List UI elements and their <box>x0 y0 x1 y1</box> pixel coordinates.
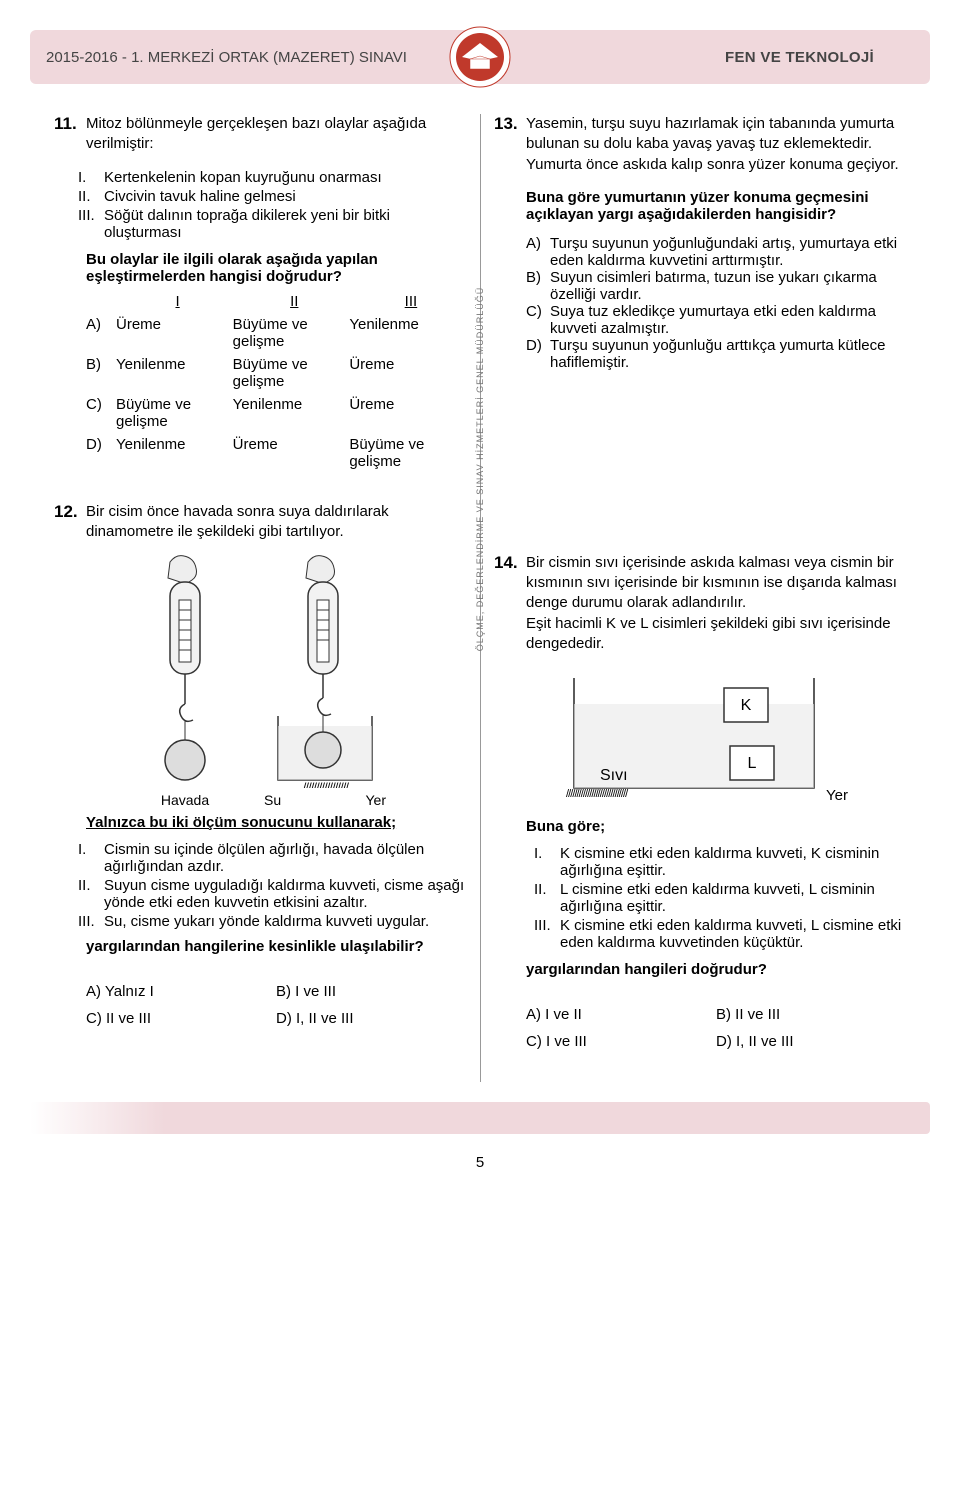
question-14: 14. Bir cismin sıvı içerisinde askıda ka… <box>494 553 906 1050</box>
page-number: 5 <box>0 1154 960 1171</box>
options-table: I II III A) Üreme Büyüme ve gelişme Yeni… <box>86 293 466 470</box>
fig-water: Su Yer / / / / / / / / / / / / / / / / / <box>260 554 390 808</box>
svg-text:K: K <box>741 697 752 714</box>
option-c: C) I ve III <box>526 1033 716 1050</box>
option-c: C) II ve III <box>86 1010 276 1027</box>
option-b: B) I ve III <box>276 983 466 1000</box>
fig-label-water: Su <box>264 792 281 808</box>
ground-hatch-icon: / / / / / / / / / / / / / / / / / <box>264 780 386 788</box>
question-stem: Mitoz bölünmeyle gerçekleşen bazı olayla… <box>86 114 466 155</box>
question-ask: Bu olaylar ile ilgili olarak aşağıda yap… <box>86 251 466 285</box>
question-11: 11. Mitoz bölünmeyle gerçekleşen bazı ol… <box>54 114 466 470</box>
page: B 2015-2016 - 1. MERKEZİ ORTAK (MAZERET)… <box>0 30 960 1495</box>
fig-label-air: Havada <box>140 792 230 808</box>
footer-stripe <box>30 1102 930 1134</box>
question-lead: Yalnızca bu iki ölçüm sonucunu kullanara… <box>86 814 466 831</box>
list-item: II.Suyun cisme uyguladığı kaldırma kuvve… <box>78 877 466 911</box>
question-number: 11. <box>54 114 86 134</box>
page-header: 2015-2016 - 1. MERKEZİ ORTAK (MAZERET) S… <box>30 30 930 84</box>
question-number: 13. <box>494 114 526 134</box>
question-13: 13. Yasemin, turşu suyu hazırlamak için … <box>494 114 906 371</box>
option-d: D)Turşu suyunun yoğunluğu arttıkça yumur… <box>526 337 906 371</box>
question-number: 12. <box>54 502 86 522</box>
question-ask: Buna göre yumurtanın yüzer konuma geçmes… <box>526 189 906 223</box>
question-lead: Buna göre; <box>526 818 906 835</box>
option-a: A)Turşu suyunun yoğunluğundaki artış, yu… <box>526 235 906 269</box>
fig-label-ground: Yer <box>365 792 386 808</box>
option-row-a: A) Üreme Büyüme ve gelişme Yenilenme <box>86 316 466 350</box>
list-item: III.Söğüt dalının toprağa dikilerek yeni… <box>78 207 466 241</box>
list-item: I.Kertenkelenin kopan kuyruğunu onarması <box>78 169 466 186</box>
option-b: B) II ve III <box>716 1006 906 1023</box>
list-item: II.Civcivin tavuk haline gelmesi <box>78 188 466 205</box>
svg-text:Sıvı: Sıvı <box>600 767 628 784</box>
option-row-c: C) Büyüme ve gelişme Yenilenme Üreme <box>86 396 466 430</box>
options: C) I ve III D) I, II ve III <box>526 1033 906 1050</box>
option-a: A) Yalnız I <box>86 983 276 1000</box>
options: A) Yalnız I B) I ve III <box>86 983 466 1000</box>
question-12: 12. Bir cisim önce havada sonra suya dal… <box>54 502 466 1028</box>
list-item: I.K cismine etki eden kaldırma kuvveti, … <box>534 845 906 879</box>
fig-air: Havada <box>140 554 230 808</box>
list-item: III.Su, cisme yukarı yönde kaldırma kuvv… <box>78 913 466 930</box>
question-stem: Yasemin, turşu suyu hazırlamak için taba… <box>526 114 906 175</box>
option-a: A) I ve II <box>526 1006 716 1023</box>
right-column: 13. Yasemin, turşu suyu hazırlamak için … <box>480 114 920 1082</box>
option-b: B)Suyun cisimleri batırma, tuzun ise yuk… <box>526 269 906 303</box>
list-item: I.Cismin su içinde ölçülen ağırlığı, hav… <box>78 841 466 875</box>
buoyancy-figure: K L Sıvı Yer / / / / / / / / / / / / / /… <box>554 668 854 812</box>
ministry-emblem-icon <box>448 25 512 89</box>
list-item: III.K cismine etki eden kaldırma kuvveti… <box>534 917 906 951</box>
question-stem: Bir cismin sıvı içerisinde askıda kalmas… <box>526 553 906 654</box>
content-area: ÖLÇME, DEĞERLENDİRME VE SINAV HİZMETLERİ… <box>0 84 960 1092</box>
option-d: D) I, II ve III <box>276 1010 466 1027</box>
list-item: II.L cismine etki eden kaldırma kuvveti,… <box>534 881 906 915</box>
option-row-b: B) Yenilenme Büyüme ve gelişme Üreme <box>86 356 466 390</box>
question-ask: yargılarından hangileri doğrudur? <box>526 961 906 978</box>
dynamometer-figure: Havada <box>64 554 466 808</box>
question-ask: yargılarından hangilerine kesinlikle ula… <box>86 938 466 955</box>
options: C) II ve III D) I, II ve III <box>86 1010 466 1027</box>
option-row-d: D) Yenilenme Üreme Büyüme ve gelişme <box>86 436 466 470</box>
exam-title-left: 2015-2016 - 1. MERKEZİ ORTAK (MAZERET) S… <box>46 49 407 66</box>
question-number: 14. <box>494 553 526 573</box>
options: A) I ve II B) II ve III <box>526 1006 906 1023</box>
ground-hatch-icon: / / / / / / / / / / / / / / / / / / / / … <box>566 788 820 798</box>
question-stem: Bir cisim önce havada sonra suya daldırı… <box>86 502 466 543</box>
svg-text:Yer: Yer <box>826 787 848 804</box>
left-column: 11. Mitoz bölünmeyle gerçekleşen bazı ol… <box>40 114 480 1082</box>
svg-text:L: L <box>748 755 757 772</box>
subject-title: FEN VE TEKNOLOJİ <box>725 49 874 66</box>
option-c: C)Suya tuz ekledikçe yumurtaya etki eden… <box>526 303 906 337</box>
option-d: D) I, II ve III <box>716 1033 906 1050</box>
side-institution-label: ÖLÇME, DEĞERLENDİRME VE SINAV HİZMETLERİ… <box>475 287 485 652</box>
